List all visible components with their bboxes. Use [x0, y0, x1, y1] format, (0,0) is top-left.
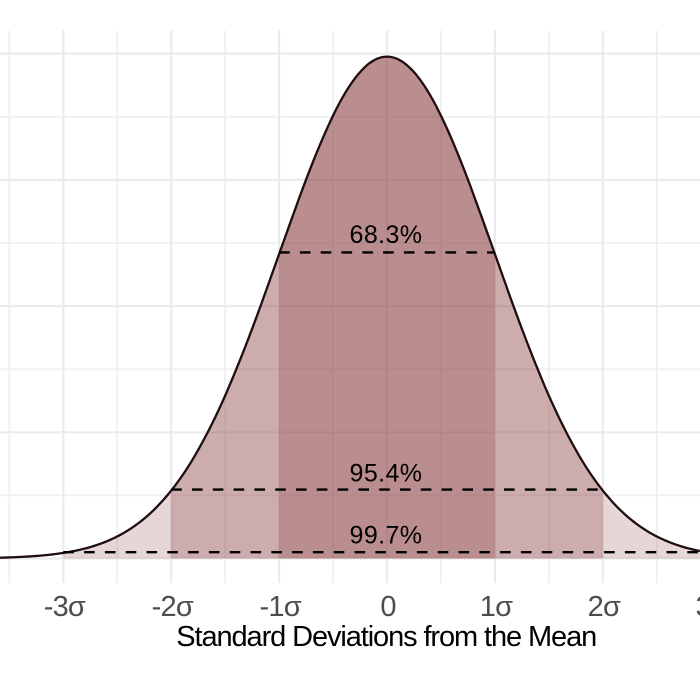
- svg-text:-3σ: -3σ: [44, 591, 86, 623]
- svg-text:99.7%: 99.7%: [350, 522, 423, 550]
- svg-text:0: 0: [380, 591, 395, 623]
- svg-text:68.3%: 68.3%: [350, 221, 423, 249]
- svg-text:95.4%: 95.4%: [350, 460, 423, 488]
- svg-text:3σ: 3σ: [696, 591, 700, 623]
- svg-text:-2σ: -2σ: [152, 591, 194, 623]
- svg-text:1σ: 1σ: [480, 591, 513, 623]
- svg-text:2σ: 2σ: [588, 591, 621, 623]
- svg-text:Standard Deviations from the M: Standard Deviations from the Mean: [176, 621, 596, 653]
- svg-text:-1σ: -1σ: [260, 591, 302, 623]
